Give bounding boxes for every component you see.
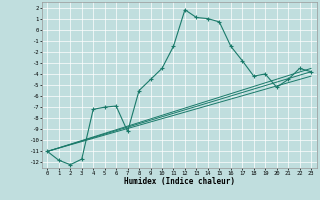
X-axis label: Humidex (Indice chaleur): Humidex (Indice chaleur): [124, 177, 235, 186]
